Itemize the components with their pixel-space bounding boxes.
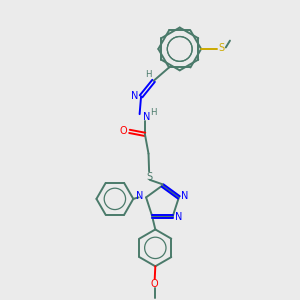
Text: N: N: [136, 191, 143, 201]
Text: H: H: [151, 108, 157, 117]
Text: O: O: [151, 278, 158, 289]
Text: N: N: [181, 191, 188, 201]
Text: N: N: [131, 91, 138, 101]
Text: S: S: [147, 172, 153, 182]
Text: S: S: [219, 44, 225, 53]
Text: H: H: [145, 70, 152, 79]
Text: N: N: [143, 112, 151, 122]
Text: N: N: [176, 212, 183, 222]
Text: O: O: [120, 126, 128, 136]
